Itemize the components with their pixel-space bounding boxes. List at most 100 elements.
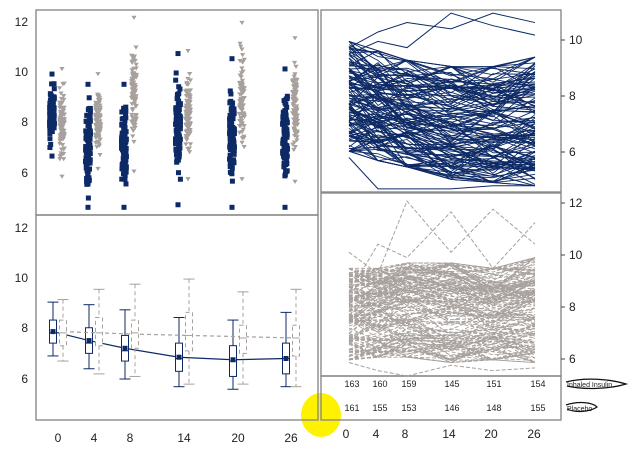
scatter-point xyxy=(59,174,65,179)
counts-table-frame xyxy=(320,375,562,421)
scatter-point xyxy=(123,181,129,187)
subject-line xyxy=(348,139,536,170)
scatter-point xyxy=(229,109,235,115)
scatter-point xyxy=(130,107,136,112)
scatter-point xyxy=(131,90,137,95)
subject-line xyxy=(348,41,536,87)
scatter-point xyxy=(57,141,63,147)
scatter-point xyxy=(119,166,125,172)
scatter-point xyxy=(294,138,300,143)
scatter-point xyxy=(291,93,297,98)
scatter-point xyxy=(290,112,297,117)
x-tick-label: 26 xyxy=(284,431,298,445)
y-tick-label: 10 xyxy=(569,33,583,47)
scatter-point xyxy=(240,103,246,108)
subject-line xyxy=(348,121,536,167)
scatter-point xyxy=(119,122,125,128)
subject-line xyxy=(348,336,536,358)
scatter-point xyxy=(229,142,235,148)
mean-trend-line xyxy=(52,331,287,361)
scatter-point xyxy=(291,84,297,89)
subject-line xyxy=(348,57,536,113)
scatter-point xyxy=(176,154,182,160)
subject-line xyxy=(348,312,536,328)
scatter-point xyxy=(238,97,244,102)
box-mean-marker xyxy=(230,357,236,363)
counts-table: 163 160 159 145 151 154 161 155 153 146 … xyxy=(344,378,629,413)
subject-line xyxy=(348,75,536,115)
subject-line xyxy=(348,343,536,356)
scatter-point xyxy=(129,126,135,131)
scatter-point xyxy=(239,136,245,141)
scatter-point xyxy=(131,80,137,85)
y-tick-label: 8 xyxy=(569,300,576,314)
subject-line xyxy=(348,280,536,299)
count-cell: 163 xyxy=(344,379,359,389)
scatter-point xyxy=(281,161,287,167)
scatter-point xyxy=(183,112,190,117)
y-tick-label: 10 xyxy=(15,65,29,79)
scatter-point xyxy=(121,138,127,144)
scatter-point xyxy=(59,114,65,119)
scatter-point xyxy=(47,121,53,127)
subject-line xyxy=(348,333,536,351)
scatter-point xyxy=(294,122,300,127)
subject-line xyxy=(348,312,536,345)
spaghetti-b-y-axis: 12 10 8 6 xyxy=(561,196,583,366)
scatter-point xyxy=(83,150,89,156)
scatter-point xyxy=(231,151,237,157)
scatter-y-axis: 6 8 10 12 xyxy=(15,15,29,180)
y-tick-label: 6 xyxy=(569,145,576,159)
subject-line xyxy=(348,326,536,341)
scatter-point xyxy=(282,204,288,210)
y-tick-label: 8 xyxy=(21,115,28,129)
subject-line xyxy=(348,345,536,360)
scatter-point xyxy=(239,118,245,124)
subject-line xyxy=(348,257,536,284)
scatter-point xyxy=(49,115,55,121)
y-tick-label: 10 xyxy=(15,271,29,285)
scatter-point xyxy=(47,136,53,142)
subject-line xyxy=(348,312,536,342)
scatter-point xyxy=(85,81,91,87)
scatter-point xyxy=(50,99,56,105)
subject-line xyxy=(348,103,536,169)
scatter-point xyxy=(173,110,179,116)
scatter-point xyxy=(122,173,128,179)
scatter-point xyxy=(51,86,57,92)
scatter-point xyxy=(174,93,180,99)
count-cell: 153 xyxy=(401,403,416,413)
scatter-point xyxy=(282,122,288,128)
subject-line xyxy=(348,286,536,320)
scatter-point xyxy=(294,116,300,122)
x-tick-label: 0 xyxy=(343,427,350,441)
scatter-point xyxy=(87,151,93,157)
scatter-point xyxy=(175,170,181,176)
scatter-point xyxy=(133,75,139,80)
count-cell: 154 xyxy=(530,379,545,389)
count-cell: 146 xyxy=(444,403,459,413)
scatter-point xyxy=(177,114,183,120)
scatter-point xyxy=(237,123,243,129)
scatter-point xyxy=(119,116,125,122)
scatter-point xyxy=(231,147,237,153)
subject-line xyxy=(348,270,536,296)
box-mean-marker xyxy=(50,329,56,335)
scatter-point xyxy=(122,152,128,158)
scatter-point xyxy=(57,103,63,108)
scatter-point xyxy=(292,87,298,92)
scatter-point xyxy=(291,128,298,133)
scatter-point xyxy=(131,15,137,20)
scribble-over-label xyxy=(565,378,629,390)
scatter-point xyxy=(187,78,194,83)
scatter-point xyxy=(49,71,55,77)
scatter-point xyxy=(184,101,191,106)
scatter-point xyxy=(177,176,183,182)
scatter-point xyxy=(87,109,93,115)
scatter-point xyxy=(129,59,135,64)
spaghetti-lines-treatment-b xyxy=(348,200,536,377)
subject-line xyxy=(348,312,536,326)
scatter-point xyxy=(241,96,247,101)
subject-line xyxy=(348,311,536,340)
scatter-point xyxy=(241,144,247,150)
